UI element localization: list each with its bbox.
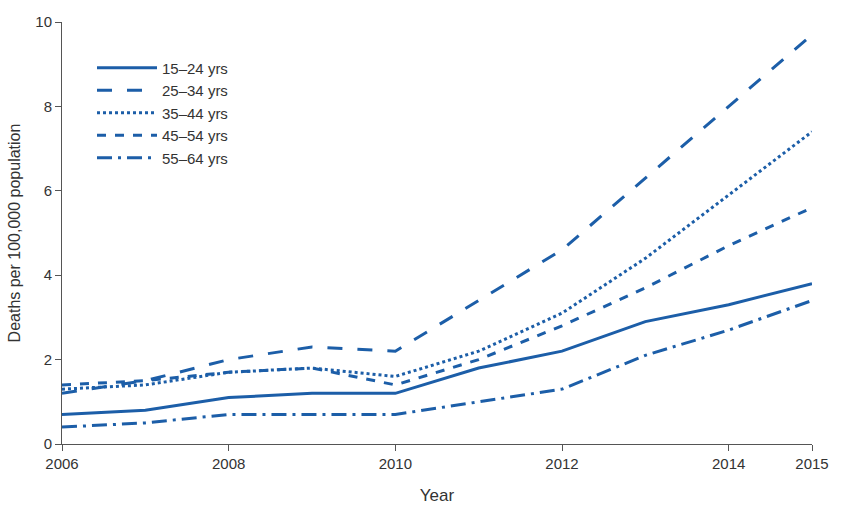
- svg-text:2012: 2012: [545, 455, 578, 472]
- svg-text:Year: Year: [420, 486, 455, 505]
- svg-text:2014: 2014: [712, 455, 745, 472]
- svg-text:10: 10: [35, 13, 52, 30]
- svg-text:Deaths per 100,000 population: Deaths per 100,000 population: [6, 124, 23, 343]
- svg-text:6: 6: [44, 182, 52, 199]
- svg-text:2006: 2006: [45, 455, 78, 472]
- svg-text:35–44 yrs: 35–44 yrs: [162, 105, 228, 122]
- svg-text:25–34 yrs: 25–34 yrs: [162, 82, 228, 99]
- svg-text:2015: 2015: [795, 455, 828, 472]
- svg-text:2008: 2008: [212, 455, 245, 472]
- svg-text:15–24 yrs: 15–24 yrs: [162, 60, 228, 77]
- svg-text:8: 8: [44, 98, 52, 115]
- svg-text:45–54 yrs: 45–54 yrs: [162, 127, 228, 144]
- svg-text:2010: 2010: [379, 455, 412, 472]
- svg-text:4: 4: [44, 266, 52, 283]
- svg-text:0: 0: [44, 435, 52, 452]
- svg-text:55–64 yrs: 55–64 yrs: [162, 150, 228, 167]
- svg-text:2: 2: [44, 351, 52, 368]
